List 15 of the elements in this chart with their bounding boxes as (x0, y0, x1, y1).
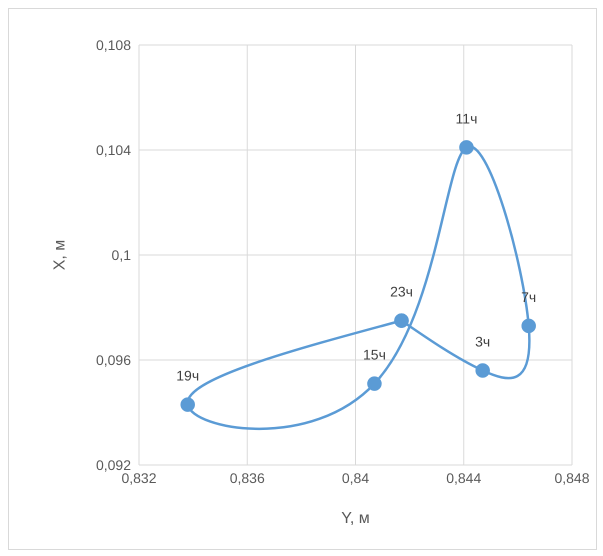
y-tick-label: 0,096 (96, 352, 132, 368)
y-axis-title: X, м (52, 240, 69, 270)
annotation: 23ч (390, 284, 413, 300)
x-tick-label: 0,848 (554, 470, 590, 486)
x-tick-label: 0,844 (446, 470, 482, 486)
y-tick-label: 0,104 (96, 142, 132, 158)
annotation: 3ч (475, 334, 490, 350)
annotation: 15ч (363, 346, 386, 363)
annotation: 19ч (176, 368, 200, 384)
y-tick-label: 0,1 (112, 246, 132, 263)
x-tick-label: 0,836 (230, 470, 265, 486)
x-tick-label: 0,84 (342, 470, 370, 486)
annotation: 11ч (456, 110, 478, 126)
y-tick-label: 0,108 (96, 36, 132, 53)
x-axis-title: Y, м (341, 510, 370, 527)
